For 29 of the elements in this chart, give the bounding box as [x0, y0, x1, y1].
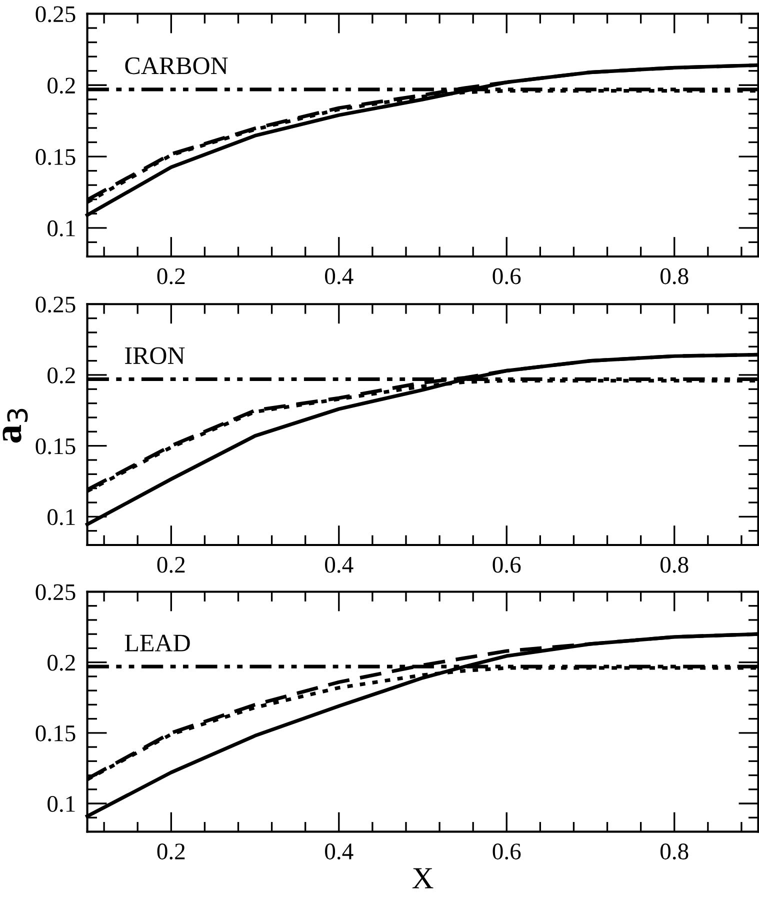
annotation: LEAD [124, 634, 190, 652]
annotation: CARBON [125, 57, 228, 74]
y-tick-label: 0.1 [48, 220, 75, 236]
y-tick-label: 0.2 [48, 78, 75, 94]
y-axis-title: a$_{3}$ [2, 408, 28, 443]
y-tick-label: 0.25 [36, 296, 76, 313]
y-tick-label: 0.15 [36, 438, 76, 454]
y-tick-label: 0.25 [36, 584, 76, 600]
x-tick-label: 0.2 [157, 268, 185, 284]
x-tick-label: 0.8 [660, 268, 688, 284]
x-tick-label: 0.8 [660, 556, 688, 573]
y-tick-label: 0.2 [48, 654, 75, 671]
x-tick-label: 0.2 [157, 844, 185, 860]
y-tick-label: 0.1 [48, 796, 75, 812]
y-tick-label: 0.15 [36, 149, 76, 166]
x-tick-label: 0.6 [492, 844, 521, 860]
x-axis-title: X [412, 868, 434, 888]
y-tick-label: 0.2 [48, 367, 75, 384]
x-tick-label: 0.6 [492, 556, 521, 573]
x-tick-label: 0.2 [157, 556, 185, 573]
annotation: IRON [125, 347, 185, 364]
y-tick-label: 0.25 [36, 6, 76, 22]
x-tick-label: 0.8 [660, 844, 688, 860]
y-tick-label: 0.1 [48, 509, 75, 526]
x-tick-label: 0.4 [325, 556, 354, 573]
y-tick-label: 0.15 [36, 725, 76, 742]
x-tick-label: 0.4 [325, 268, 354, 284]
x-tick-label: 0.4 [325, 844, 354, 860]
x-tick-label: 0.6 [492, 268, 521, 284]
